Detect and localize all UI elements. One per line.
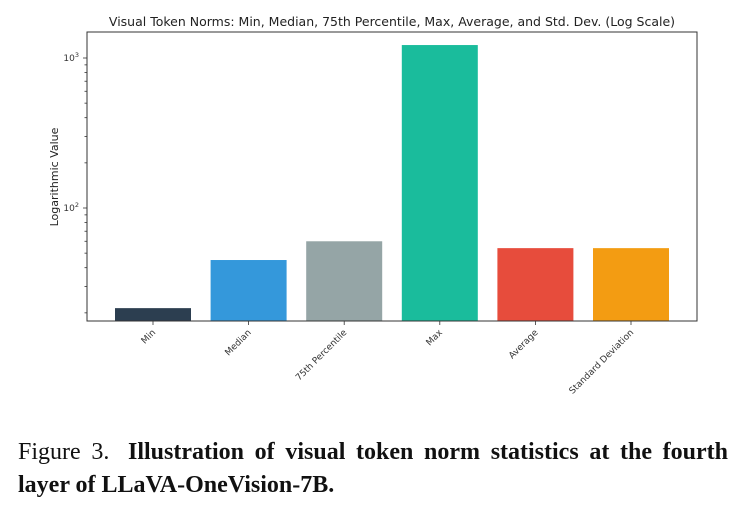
bar-max [401,45,478,322]
chart-title: Visual Token Norms: Min, Median, 75th Pe… [109,14,675,29]
plot-frame [86,31,698,322]
x-axis-tick-labels: Min Median 75th Percentile Max Average Standa… [140,321,636,397]
x-tick-label: Standard Deviation [568,328,636,396]
bar-standard-deviation [593,248,669,321]
y-tick-base: 10 [63,204,75,214]
x-tick-label: Max [425,328,446,349]
x-tick-label: Average [507,328,541,362]
y-tick-exponent: 3 [75,51,79,59]
caption-figure-label: Figure 3. [18,439,110,465]
bar-75th-percentile [306,241,383,321]
bar-min [115,308,191,321]
y-tick-label: 103 [63,51,79,64]
bar-median [210,260,287,321]
chart: Visual Token Norms: Min, Median, 75th Pe… [48,14,698,397]
bars [115,45,669,322]
bar-average [497,248,574,321]
caption-text: Illustration of visual token norm statis… [18,439,728,498]
y-tick-label: 102 [63,201,79,214]
y-tick-base: 10 [63,54,75,64]
x-tick-label: 75th Percentile [294,328,349,383]
y-tick-exponent: 2 [75,201,79,209]
figure-caption: Figure 3. Illustration of visual token n… [18,436,728,502]
y-axis-label: Logarithmic Value [48,127,61,226]
x-tick-label: Median [223,328,253,358]
x-tick-label: Min [140,328,158,346]
